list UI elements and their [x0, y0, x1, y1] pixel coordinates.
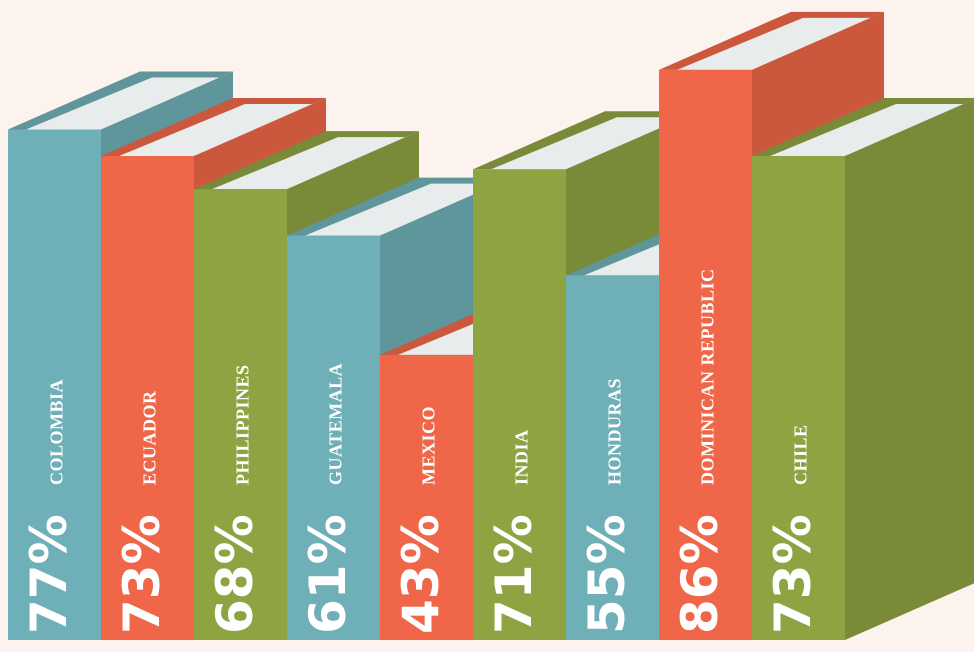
value-label: 71% [485, 514, 543, 634]
value-label: 77% [20, 514, 78, 634]
value-label: 73% [113, 514, 171, 634]
category-label: COLOMBIA [47, 379, 67, 485]
category-label: INDIA [512, 429, 532, 485]
value-label: 68% [206, 514, 264, 634]
category-label: ECUADOR [140, 390, 160, 485]
category-label: DOMINICAN REPUBLIC [698, 268, 718, 485]
chart: COLOMBIA 77% ECUADOR 73% PHILIPPINES 68% GUATE… [0, 0, 974, 652]
category-label: MEXICO [419, 406, 439, 485]
value-label: 86% [671, 514, 729, 634]
value-label: 43% [392, 514, 450, 634]
category-label: GUATEMALA [326, 363, 346, 485]
category-label: CHILE [791, 424, 811, 485]
value-label: 61% [299, 514, 357, 634]
category-label: PHILIPPINES [233, 364, 253, 485]
value-label: 73% [764, 514, 822, 634]
value-label: 55% [578, 514, 636, 634]
book-side [845, 98, 974, 640]
category-label: HONDURAS [605, 378, 625, 485]
